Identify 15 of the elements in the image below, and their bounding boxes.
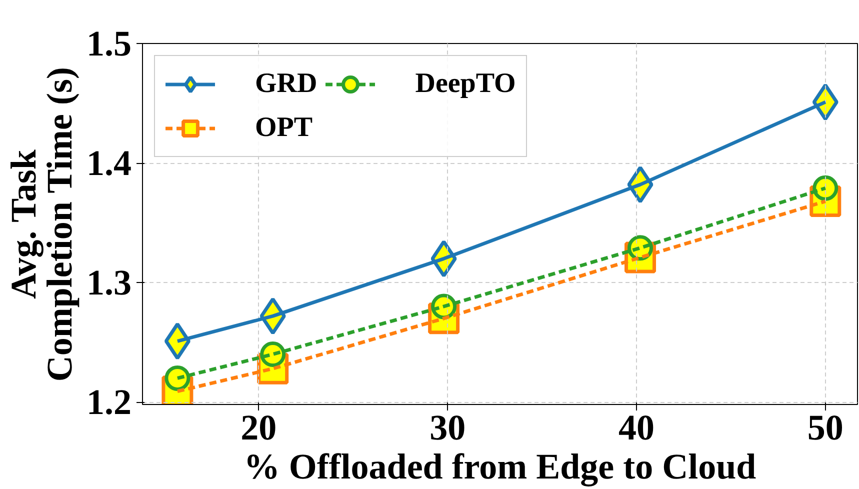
x-axis-title: % Offloaded from Edge to Cloud: [244, 446, 756, 486]
y-tick-label: 1.2: [86, 382, 132, 422]
y-tick-label: 1.4: [86, 143, 132, 184]
y-axis-title: Avg. Task Completion Time (s): [4, 66, 80, 382]
y-tick-label: 1.3: [86, 262, 132, 303]
legend-label: DeepTO: [415, 68, 516, 100]
point: [164, 322, 191, 360]
x-tick-label: 20: [240, 408, 277, 448]
x-tick-label: 40: [618, 408, 654, 448]
x-tick-label: 30: [430, 408, 466, 448]
legend-label: OPT: [255, 112, 313, 144]
x-tick-label: 50: [807, 408, 844, 448]
y-tick-label: 1.5: [86, 24, 132, 64]
legend-label: GRD: [255, 68, 318, 100]
point: [812, 175, 838, 201]
